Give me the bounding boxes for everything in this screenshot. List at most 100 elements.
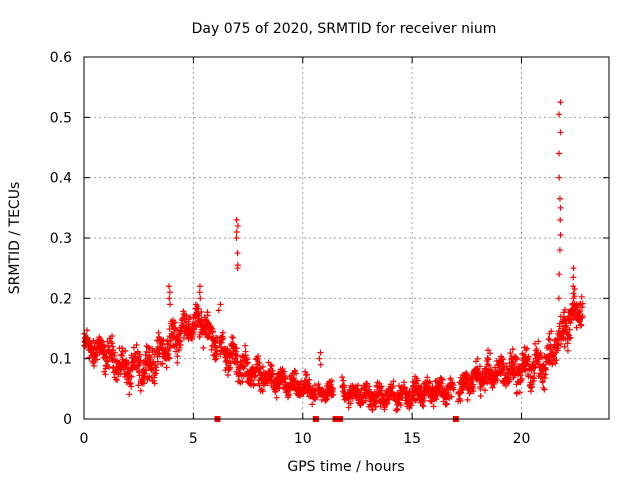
data-point xyxy=(244,359,251,366)
data-point xyxy=(570,265,577,272)
data-point xyxy=(557,216,564,223)
data-point xyxy=(448,393,455,400)
data-point xyxy=(577,308,584,315)
data-point xyxy=(557,204,564,211)
data-point xyxy=(157,344,164,351)
data-point xyxy=(122,347,129,354)
data-point xyxy=(445,391,452,398)
data-point xyxy=(183,312,190,319)
data-point xyxy=(101,349,108,356)
data-point xyxy=(196,289,203,296)
data-point xyxy=(546,336,553,343)
data-point xyxy=(220,335,227,342)
data-point xyxy=(566,326,573,333)
data-point xyxy=(176,337,183,344)
y-axis-label: SRMTID / TECUs xyxy=(7,182,23,295)
data-point xyxy=(218,339,225,346)
data-point xyxy=(464,396,471,403)
data-point xyxy=(485,356,492,363)
data-point xyxy=(306,376,313,383)
data-point xyxy=(244,359,251,366)
data-point xyxy=(443,400,450,407)
data-point xyxy=(224,372,231,379)
data-point xyxy=(556,247,563,254)
data-point xyxy=(570,295,577,302)
data-point xyxy=(575,317,582,324)
x-tick-label: 15 xyxy=(403,431,421,447)
data-point xyxy=(169,335,176,342)
data-point xyxy=(564,340,571,347)
data-point xyxy=(312,394,319,401)
data-point xyxy=(242,342,249,349)
data-point xyxy=(498,368,505,375)
data-point xyxy=(372,403,379,410)
data-point xyxy=(151,380,158,387)
data-point xyxy=(142,367,149,374)
data-point xyxy=(259,388,266,395)
data-point xyxy=(555,150,562,157)
data-point xyxy=(541,386,548,393)
data-point xyxy=(99,338,106,345)
data-point xyxy=(159,360,166,367)
data-point xyxy=(239,378,246,385)
data-point xyxy=(503,363,510,370)
data-point xyxy=(507,350,514,357)
data-point xyxy=(482,387,489,394)
data-point xyxy=(525,353,532,360)
data-point xyxy=(176,344,183,351)
data-point xyxy=(137,351,144,358)
data-point xyxy=(160,336,167,343)
data-point xyxy=(513,356,520,363)
data-point xyxy=(173,348,180,355)
data-point xyxy=(457,397,464,404)
x-tick-label: 5 xyxy=(189,431,198,447)
data-point xyxy=(233,216,240,223)
data-point xyxy=(260,363,266,370)
data-point xyxy=(476,370,483,377)
data-point xyxy=(114,376,121,383)
data-point xyxy=(317,361,324,368)
data-point xyxy=(470,381,477,388)
data-point xyxy=(154,358,161,365)
data-point xyxy=(555,345,562,352)
data-point xyxy=(554,341,561,348)
data-point xyxy=(358,386,365,393)
data-point xyxy=(234,250,241,257)
data-point xyxy=(166,295,173,302)
data-point xyxy=(230,334,237,341)
data-point xyxy=(576,318,583,325)
data-point xyxy=(268,363,275,370)
data-point xyxy=(424,374,431,381)
data-point xyxy=(573,324,580,331)
data-point xyxy=(106,363,113,370)
data-point xyxy=(217,301,224,308)
data-point xyxy=(147,354,154,361)
data-point xyxy=(443,401,450,408)
x-tick-label: 0 xyxy=(80,431,89,447)
data-point xyxy=(108,340,115,347)
data-point xyxy=(516,389,523,396)
data-point xyxy=(548,328,555,335)
data-point xyxy=(197,283,204,290)
data-point xyxy=(556,174,563,181)
data-point xyxy=(166,354,173,361)
data-point xyxy=(163,364,170,371)
data-point xyxy=(571,286,578,293)
axis-ticks: 0 5 10 15 20 0 0.1 0.2 0.3 0.4 0.5 0.6 xyxy=(50,50,609,447)
data-point xyxy=(192,322,199,329)
data-point xyxy=(447,376,454,383)
data-point xyxy=(248,377,255,384)
x-tick-label: 20 xyxy=(513,431,531,447)
data-point xyxy=(579,300,586,307)
data-point xyxy=(233,228,240,235)
data-point xyxy=(187,314,194,321)
data-point xyxy=(133,341,140,348)
data-point xyxy=(208,324,215,331)
data-point xyxy=(141,370,148,377)
y-tick-label: 0 xyxy=(63,412,72,428)
data-point xyxy=(532,340,539,347)
chart-title: Day 075 of 2020, SRMTID for receiver niu… xyxy=(192,21,497,37)
data-point xyxy=(561,343,568,350)
data-point xyxy=(477,392,484,399)
